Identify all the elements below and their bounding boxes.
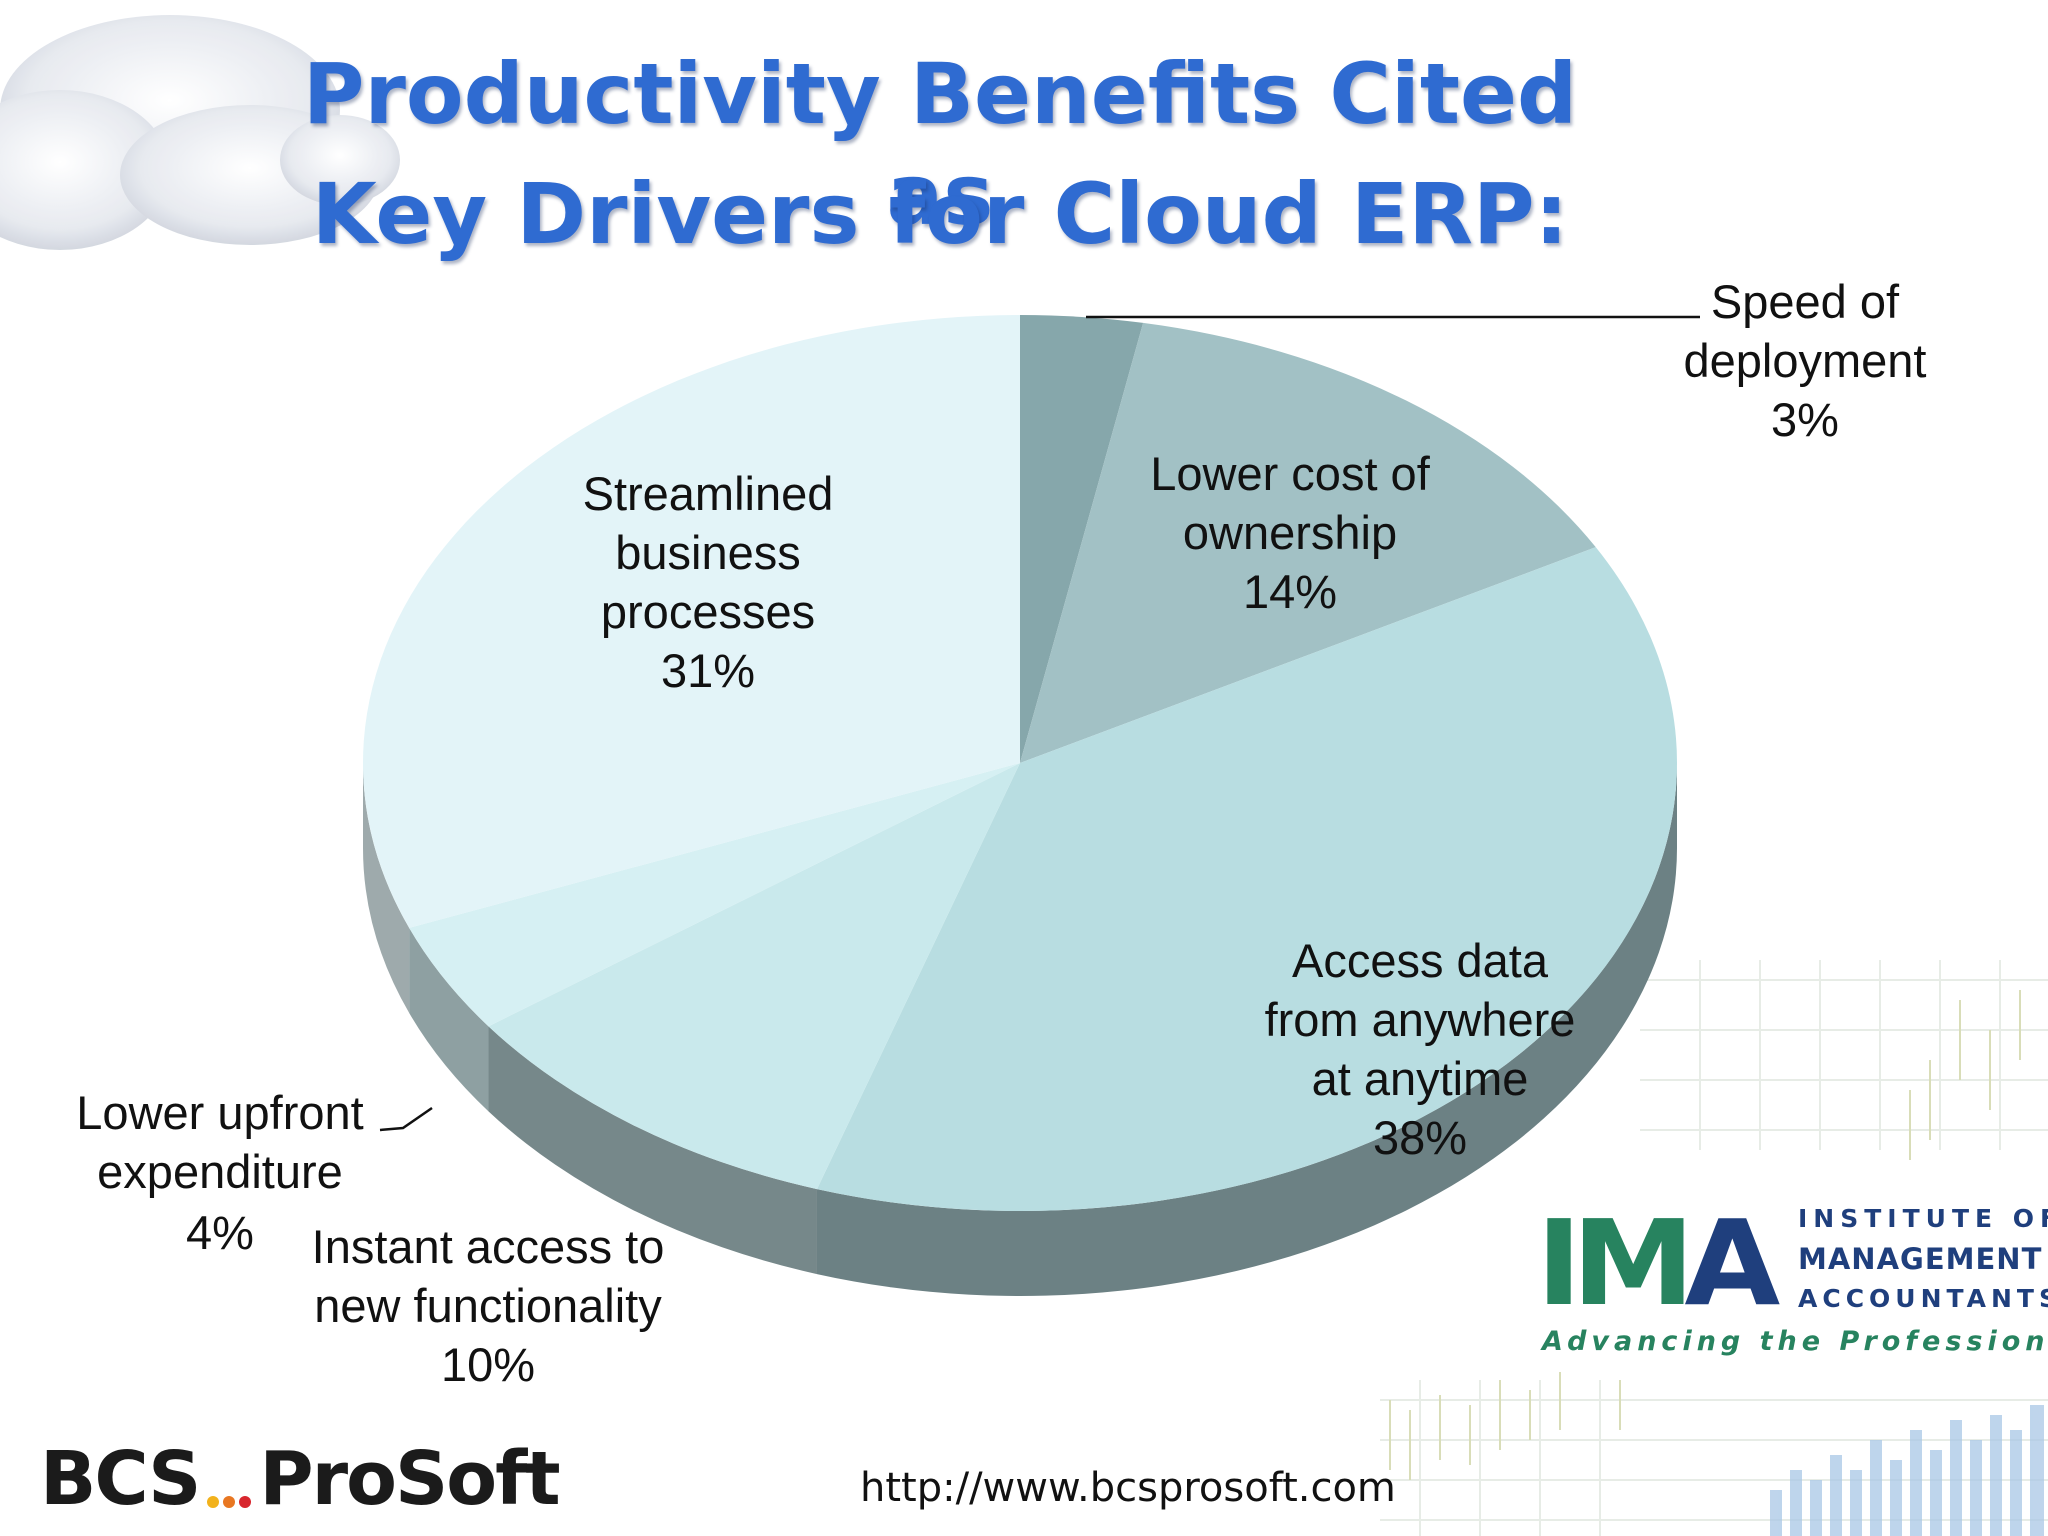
website-url[interactable]: http://www.bcsprosoft.com <box>860 1465 1396 1511</box>
pie-side-streamlined-business-processes <box>363 763 410 1013</box>
slice-label-access-data: Access data from anywhere at anytime 38% <box>1264 934 1576 1164</box>
grid-graphic <box>1380 960 2048 1536</box>
ima-logo-tagline: Advancing the Profession™ <box>1542 1326 2048 1357</box>
logo-dot-2 <box>223 1496 236 1509</box>
pie-slice-speed-of-deployment <box>1020 315 1144 763</box>
pie-side-lower-upfront-expenditure <box>409 927 489 1112</box>
title-line-1: Productivity Benefits Cited as <box>302 45 1578 244</box>
pie-slice-lower-upfront-expenditure <box>409 763 1020 1027</box>
slice-label-instant-access: Instant access to new functionality 10% <box>311 1220 665 1391</box>
bcs-logo-right: ProSoft <box>259 1436 560 1522</box>
bar-chart-graphic <box>1770 1405 2044 1536</box>
slice-label-lower-cost-of-ownership: Lower cost of ownership 14% <box>1150 447 1430 618</box>
bcs-logo-left: BCS <box>40 1436 201 1522</box>
logo-dot-3 <box>239 1496 252 1509</box>
cloud-graphic <box>0 15 400 250</box>
ima-logo: IMA INSTITUTE OF MANAGEMENT ACCOUNTANTS … <box>1508 1162 2048 1372</box>
pie-slice-access-data-from-anywhere-at-anytime <box>816 547 1678 1212</box>
ima-logo-line-1: INSTITUTE OF <box>1798 1204 2048 1233</box>
ima-logo-line-3: ACCOUNTANTS <box>1798 1284 2048 1313</box>
pie-side-access-data-from-anywhere-at-anytime <box>816 763 1677 1296</box>
ima-logo-letters: IMA <box>1536 1194 1780 1332</box>
slice-label-lower-upfront-expenditure: Lower upfront expenditure <box>76 1086 364 1198</box>
slice-label-speed-of-deployment: Speed of deployment 3% <box>1683 275 1927 446</box>
tick-chart-graphic <box>1389 990 2021 1480</box>
ima-logo-line-2: MANAGEMENT <box>1798 1242 2043 1276</box>
bcs-prosoft-logo: BCS ProSoft <box>40 1436 561 1526</box>
leader-lines <box>379 315 1700 1132</box>
logo-dots-icon <box>205 1440 253 1526</box>
pie-slice-streamlined-business-processes <box>362 315 1020 928</box>
pie-slice-lower-cost-of-ownership <box>1020 322 1596 763</box>
pie-side-wall <box>363 763 1677 1296</box>
slice-label-streamlined: Streamlined business processes 31% <box>582 467 834 697</box>
pie-slice-instant-access-to-new-functionality <box>488 763 1020 1190</box>
pie-top-face <box>362 315 1678 1212</box>
title-line-2: Key Drivers for Cloud ERP: <box>311 165 1569 263</box>
slice-value-lower-upfront-expenditure: 4% <box>186 1206 254 1259</box>
pie-side-instant-access-to-new-functionality <box>488 1026 817 1275</box>
leader-line-lower-upfront-expenditure <box>379 1106 433 1132</box>
logo-dot-1 <box>207 1496 220 1509</box>
